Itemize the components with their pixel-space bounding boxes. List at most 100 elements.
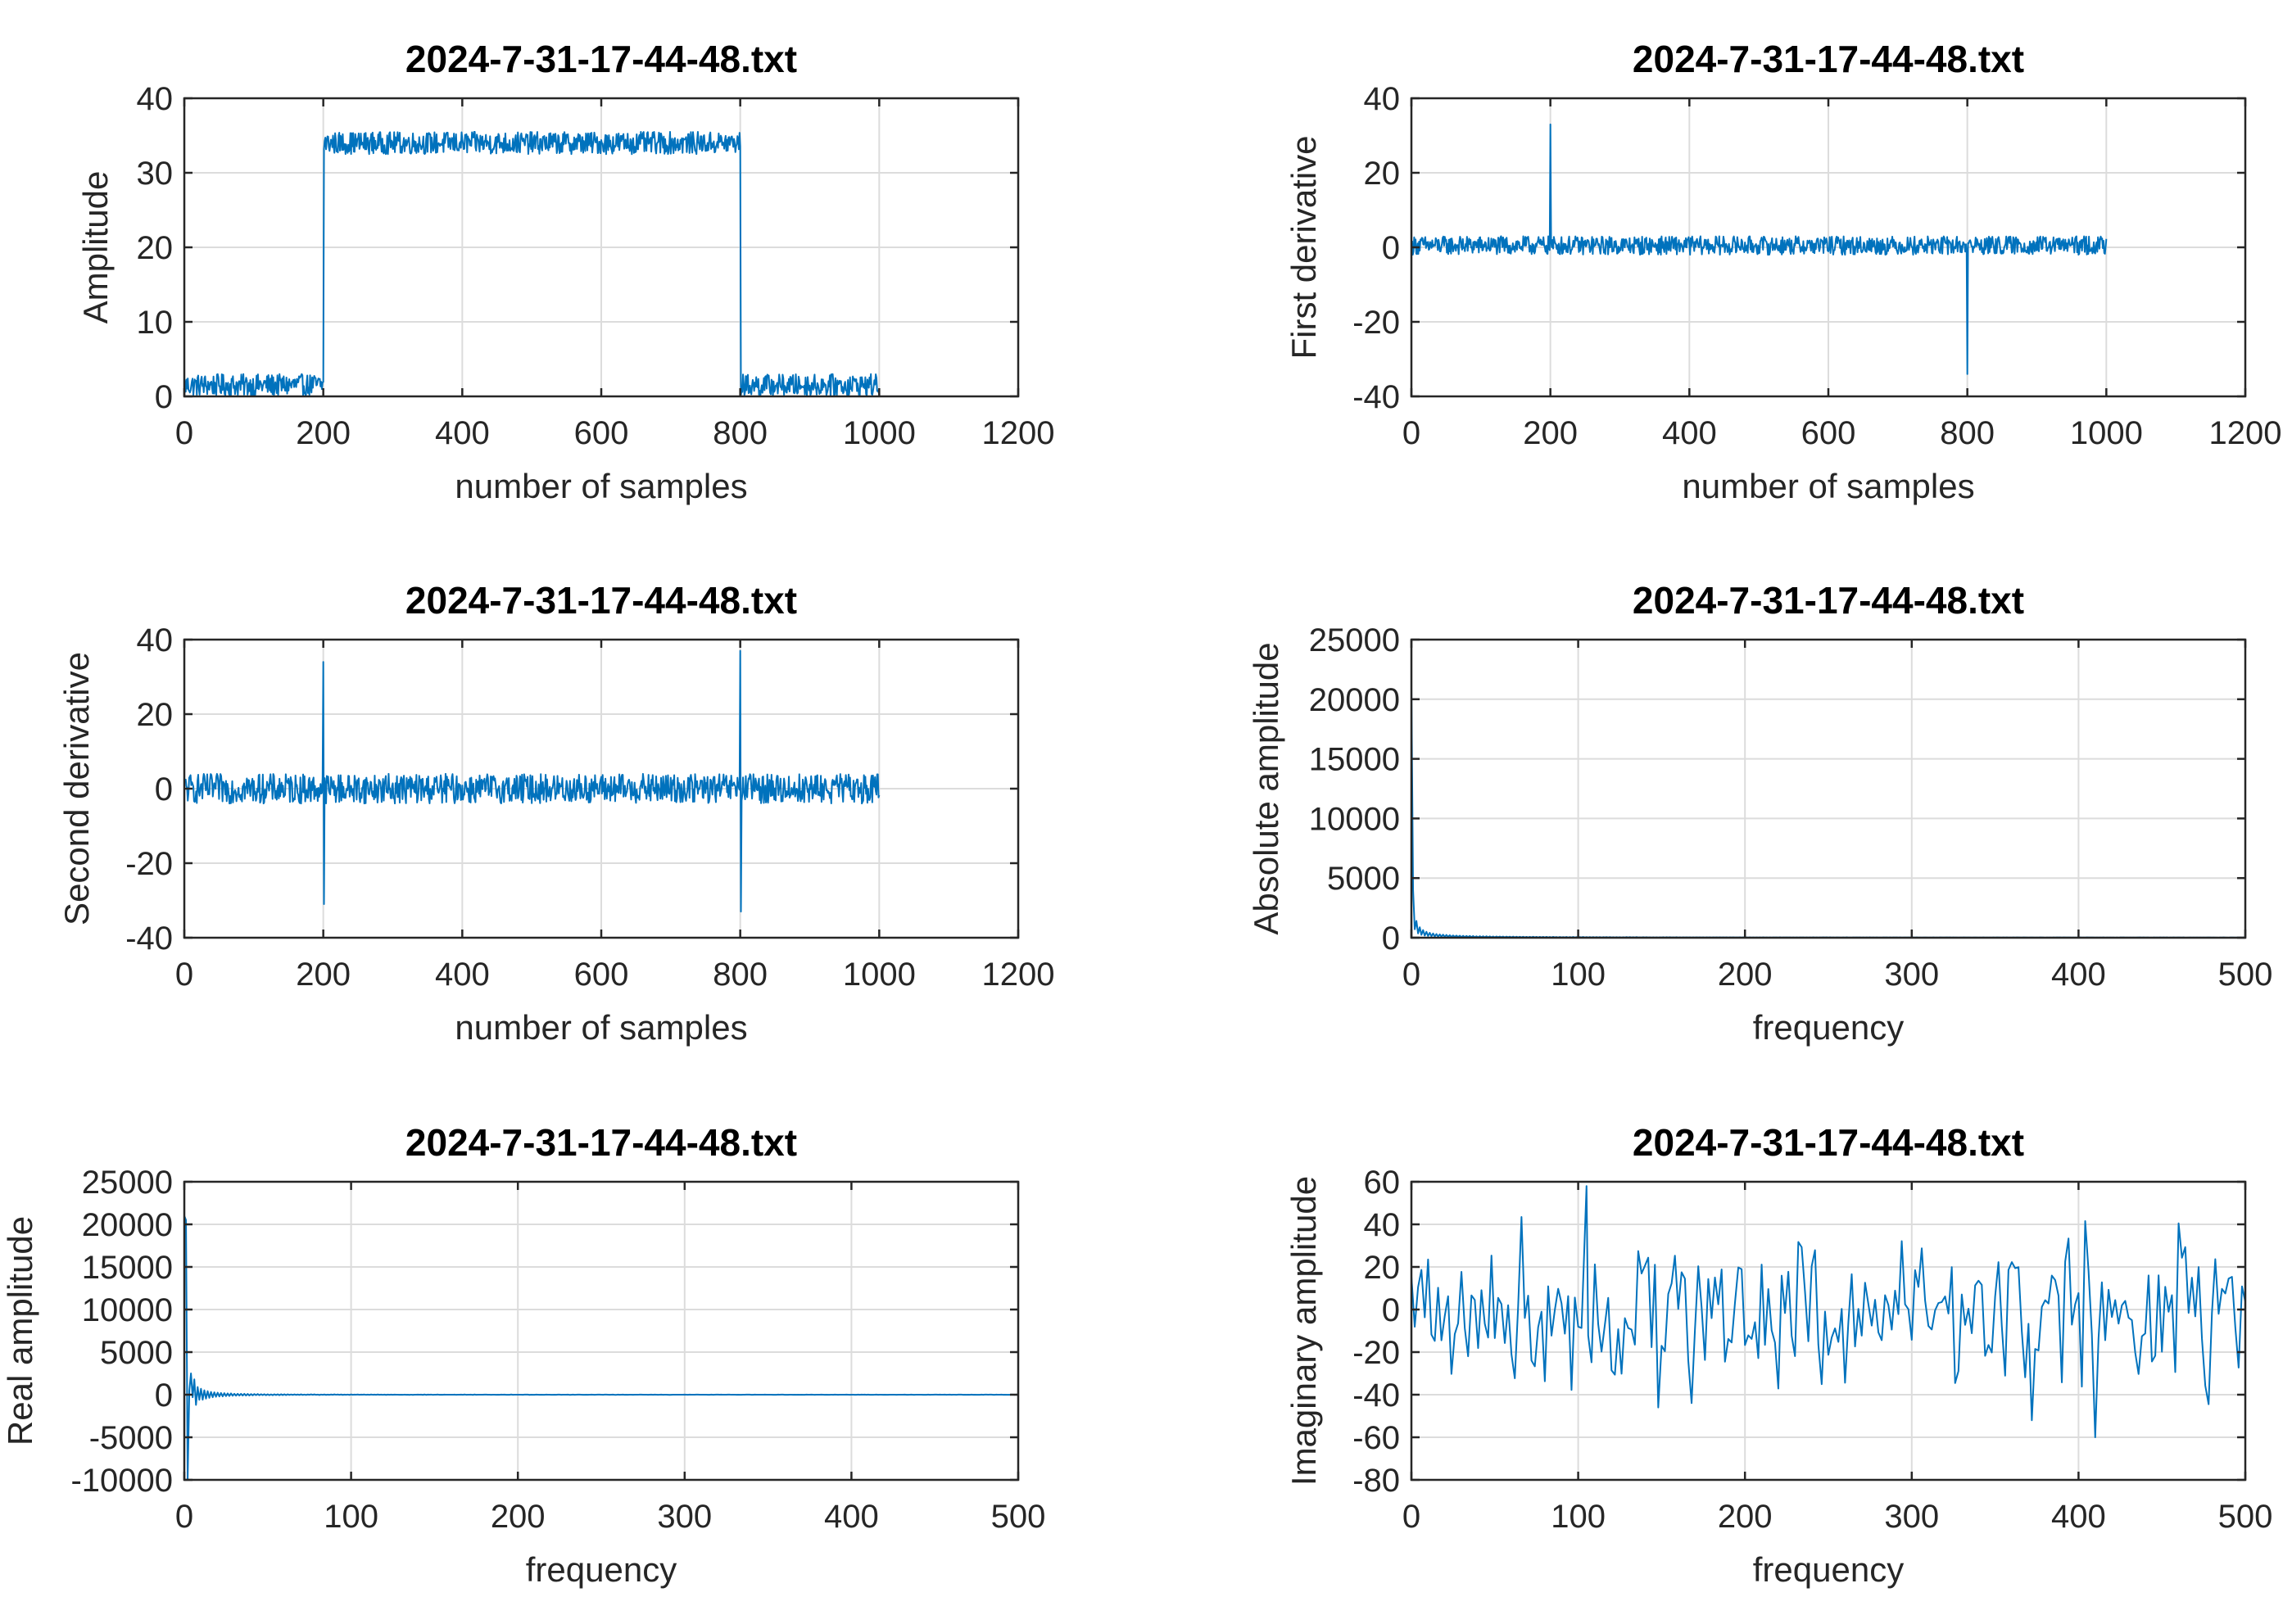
x-tick-label: 800 [1940, 415, 1995, 451]
y-tick-label: 0 [1382, 230, 1400, 266]
y-tick-label: 25000 [82, 1165, 173, 1201]
x-tick-label: 600 [1801, 415, 1856, 451]
series-line [184, 649, 881, 913]
x-tick-label: 300 [1884, 1499, 1939, 1535]
y-tick-label: 25000 [1309, 622, 1400, 658]
plot-frame [183, 1180, 1020, 1482]
y-tick-label: 40 [1364, 1207, 1401, 1243]
y-tick-label: -20 [1352, 1335, 1400, 1371]
x-tick-label: 400 [824, 1499, 879, 1535]
chart-panel-2: 0 200 400 600 800 1000 1200 -40 -20 0 20 40 2024-7-3… [1284, 38, 2281, 505]
y-tick-label: 20 [1364, 1250, 1401, 1286]
y-tick-label: 0 [1382, 921, 1400, 957]
x-axis-label: frequency [1753, 1008, 1904, 1047]
y-tick-label: 30 [137, 156, 174, 192]
y-axis-label: Imaginary amplitude [1284, 1176, 1323, 1486]
x-tick-label: 400 [435, 957, 490, 993]
series-line [1411, 1185, 2245, 1438]
y-tick-label: 20 [137, 697, 174, 733]
x-tick-label: 500 [2218, 1499, 2273, 1535]
chart-title: 2024-7-31-17-44-48.txt [1633, 579, 2024, 622]
y-tick-label: -5000 [89, 1420, 173, 1456]
x-tick-label: 1000 [843, 957, 916, 993]
chart-title: 2024-7-31-17-44-48.txt [1633, 38, 2024, 80]
x-tick-label: 0 [1402, 957, 1420, 993]
y-tick-label: 20 [1364, 156, 1401, 192]
x-axis-label: frequency [1753, 1550, 1904, 1589]
plot-frame [1410, 638, 2247, 939]
x-tick-label: 1000 [2070, 415, 2143, 451]
y-axis-label: Absolute amplitude [1247, 642, 1285, 934]
y-tick-label: 10000 [1309, 801, 1400, 837]
x-tick-label: 0 [175, 957, 193, 993]
y-tick-label: 40 [137, 622, 174, 658]
y-tick-label: -80 [1352, 1463, 1400, 1499]
chart-panel-6: 0 100 200 300 400 500 -80 -60 -40 -20 0 20 40 60 2024-… [1284, 1121, 2272, 1589]
x-tick-label: 600 [574, 957, 629, 993]
x-axis-label: number of samples [1682, 467, 1974, 505]
y-tick-label: 0 [155, 771, 173, 807]
chart-title: 2024-7-31-17-44-48.txt [405, 579, 797, 622]
y-tick-label: 40 [1364, 81, 1401, 117]
y-axis-label: First derivative [1284, 135, 1323, 359]
x-tick-label: 0 [175, 1499, 193, 1535]
x-tick-label: 0 [1402, 415, 1420, 451]
x-tick-label: 100 [324, 1499, 378, 1535]
x-tick-label: 800 [713, 415, 768, 451]
y-tick-label: 20000 [1309, 682, 1400, 718]
x-tick-label: 0 [175, 415, 193, 451]
chart-title: 2024-7-31-17-44-48.txt [1633, 1121, 2024, 1164]
x-axis-label: frequency [526, 1550, 677, 1589]
x-tick-label: 300 [1884, 957, 1939, 993]
y-tick-label: 10000 [82, 1292, 173, 1328]
chart-panel-5: 0 100 200 300 400 500 -10000 -5000 0 5000 10000 150… [1, 1121, 1045, 1589]
x-tick-label: 500 [2218, 957, 2273, 993]
plot-area [184, 1182, 1018, 1480]
x-tick-label: 800 [713, 957, 768, 993]
x-axis-label: number of samples [455, 467, 747, 505]
x-tick-label: 400 [2051, 957, 2106, 993]
y-tick-label: 10 [137, 305, 174, 341]
y-axis-label: Real amplitude [1, 1216, 39, 1445]
x-tick-label: 1200 [2209, 415, 2282, 451]
y-tick-label: 0 [1382, 1292, 1400, 1328]
series-line [1411, 123, 2108, 375]
y-tick-label: 0 [155, 379, 173, 415]
y-axis-label: Amplitude [76, 171, 115, 324]
plot-area [1411, 640, 2245, 938]
y-tick-label: -40 [1352, 379, 1400, 415]
y-tick-label: -10000 [70, 1463, 173, 1499]
x-tick-label: 1200 [982, 957, 1055, 993]
chart-panel-1: 0 200 400 600 800 1000 1200 0 10 20 30 40 2024-7-31-… [76, 38, 1054, 505]
plot-area [1411, 1182, 2245, 1480]
x-tick-label: 200 [1718, 1499, 1773, 1535]
series-line [184, 130, 881, 396]
y-tick-label: 5000 [1327, 861, 1400, 897]
x-tick-label: 1200 [982, 415, 1055, 451]
x-axis-label: number of samples [455, 1008, 747, 1047]
y-tick-label: 20000 [82, 1207, 173, 1243]
y-tick-label: 40 [137, 81, 174, 117]
x-tick-label: 0 [1402, 1499, 1420, 1535]
x-tick-label: 200 [1718, 957, 1773, 993]
y-axis-label: Second derivative [57, 652, 96, 925]
x-tick-label: 1000 [843, 415, 916, 451]
x-tick-label: 400 [435, 415, 490, 451]
x-tick-label: 400 [2051, 1499, 2106, 1535]
x-tick-label: 200 [491, 1499, 546, 1535]
x-tick-label: 100 [1551, 957, 1606, 993]
y-tick-label: 15000 [82, 1250, 173, 1286]
y-tick-label: -40 [1352, 1377, 1400, 1414]
y-tick-label: 60 [1364, 1165, 1401, 1201]
x-tick-label: 600 [574, 415, 629, 451]
chart-panel-4: 0 100 200 300 400 500050001000015000200002500… [1247, 579, 2272, 1047]
x-tick-label: 100 [1551, 1499, 1606, 1535]
x-tick-label: 400 [1662, 415, 1717, 451]
series-line [184, 1215, 1018, 1480]
y-tick-label: -60 [1352, 1420, 1400, 1456]
x-tick-label: 200 [296, 957, 351, 993]
chart-panel-3: 0 200 400 600 800 1000 1200 -40 -20 0 20 40 2024-7-3… [57, 579, 1054, 1047]
x-tick-label: 200 [296, 415, 351, 451]
chart-title: 2024-7-31-17-44-48.txt [405, 1121, 797, 1164]
